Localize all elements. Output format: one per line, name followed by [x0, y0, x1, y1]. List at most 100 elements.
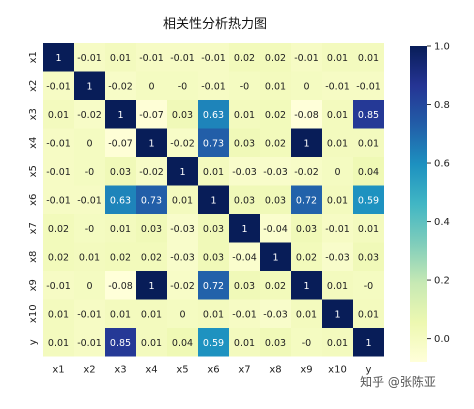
heatmap-cell: [353, 185, 384, 214]
cell-value-label: 0.03: [172, 110, 193, 121]
cell-value-label: 0.01: [141, 309, 162, 320]
cell-value-label: -0.01: [201, 81, 226, 92]
cell-value-label: 0.01: [203, 309, 224, 320]
heatmap-cell: [136, 185, 167, 214]
cell-value-label: 0.03: [265, 195, 286, 206]
heatmap-cell: [229, 43, 260, 72]
cell-value-label: -0: [364, 281, 373, 292]
cell-value-label: -0.01: [46, 195, 71, 206]
cell-value-label: 0.03: [234, 195, 255, 206]
heatmap-cell: [74, 328, 105, 357]
heatmap-cell: [74, 157, 105, 186]
heatmap-cell: [322, 100, 353, 129]
heatmap-cell: [353, 299, 384, 328]
heatmap-cell: [291, 100, 322, 129]
cell-value-label: 0.01: [358, 138, 379, 149]
heatmap-cell: [291, 43, 322, 72]
cell-value-label: 0.01: [110, 224, 131, 235]
heatmap-cell: [105, 128, 136, 157]
heatmap-cell: [291, 157, 322, 186]
cell-value-label: 0.01: [327, 281, 348, 292]
y-tick-label: x7: [28, 222, 39, 234]
heatmap-cell: [43, 157, 74, 186]
heatmap-cell: [322, 157, 353, 186]
heatmap-cell: [353, 71, 384, 100]
heatmap-cell: [167, 242, 198, 271]
heatmap-cell: [229, 214, 260, 243]
heatmap-cell: [74, 185, 105, 214]
cell-value-label: 0.02: [48, 224, 69, 235]
cell-value-label: 0.01: [48, 338, 69, 349]
heatmap-cell: [136, 214, 167, 243]
cell-value-label: -0.02: [170, 138, 195, 149]
heatmap-cell: [229, 242, 260, 271]
cell-value-label: 0.04: [172, 338, 193, 349]
heatmap-cell: [322, 71, 353, 100]
heatmap-cell: [43, 214, 74, 243]
cell-value-label: 0.01: [110, 309, 131, 320]
cell-value-label: -0.01: [325, 81, 350, 92]
cell-value-label: 1: [210, 195, 216, 206]
cell-value-label: 0.01: [358, 309, 379, 320]
heatmap-cell: [74, 100, 105, 129]
cell-value-label: -0.03: [170, 252, 195, 263]
heatmap-cell: [105, 71, 136, 100]
cell-value-label: -0.01: [325, 224, 350, 235]
colorbar: [410, 46, 427, 362]
cell-value-label: 1: [334, 309, 340, 320]
cell-value-label: 0.01: [358, 53, 379, 64]
colorbar-tick-label: 0.4: [434, 217, 450, 228]
heatmap-cell: [229, 157, 260, 186]
cell-value-label: 1: [303, 138, 309, 149]
cell-value-label: -0.01: [170, 53, 195, 64]
heatmap-cell: [136, 71, 167, 100]
cell-value-label: -0.03: [325, 252, 350, 263]
heatmap-cell: [105, 185, 136, 214]
heatmap-cell: [105, 100, 136, 129]
cell-value-label: 0.01: [48, 309, 69, 320]
heatmap-cell: [322, 185, 353, 214]
cell-value-label: -0: [85, 167, 94, 178]
cell-value-label: -0: [302, 338, 311, 349]
heatmap-cell: [198, 128, 229, 157]
heatmap-cell: [198, 299, 229, 328]
cell-value-label: -0.01: [77, 338, 102, 349]
heatmap-cell: [291, 185, 322, 214]
heatmap-cell: [260, 214, 291, 243]
cell-value-label: -0.01: [139, 53, 164, 64]
heatmap-cell: [136, 100, 167, 129]
heatmap-cell: [105, 271, 136, 300]
cell-value-label: 0.03: [296, 224, 317, 235]
cell-value-label: -0.01: [46, 138, 71, 149]
heatmap-cell: [198, 157, 229, 186]
y-tick-label: x4: [28, 137, 39, 149]
heatmap-cell: [198, 43, 229, 72]
x-tick-label: x2: [83, 365, 95, 376]
cell-value-label: 1: [55, 53, 61, 64]
heatmap-cell: [322, 299, 353, 328]
heatmap-cell: [353, 128, 384, 157]
cell-value-label: 0.03: [265, 338, 286, 349]
cell-value-label: 0.03: [234, 138, 255, 149]
x-tick-label: y: [366, 365, 372, 376]
heatmap-cell: [291, 242, 322, 271]
cell-value-label: -0.04: [263, 224, 288, 235]
heatmap-cell: [260, 271, 291, 300]
cell-value-label: -0.07: [139, 110, 164, 121]
heatmap-cell: [229, 100, 260, 129]
cell-value-label: 0.02: [265, 53, 286, 64]
cell-value-label: 0.01: [234, 338, 255, 349]
heatmap-cell: [291, 128, 322, 157]
heatmap-cell: [198, 242, 229, 271]
heatmap-cell: [136, 328, 167, 357]
cell-value-label: -0.02: [139, 167, 164, 178]
cell-value-label: 1: [303, 281, 309, 292]
heatmap-cell: [167, 299, 198, 328]
x-tick-label: x7: [238, 365, 250, 376]
cell-value-label: 0.72: [296, 195, 317, 206]
heatmap-cell: [322, 43, 353, 72]
heatmap-cell: [43, 328, 74, 357]
cell-value-label: 0.01: [141, 338, 162, 349]
cell-value-label: -0.02: [294, 167, 319, 178]
